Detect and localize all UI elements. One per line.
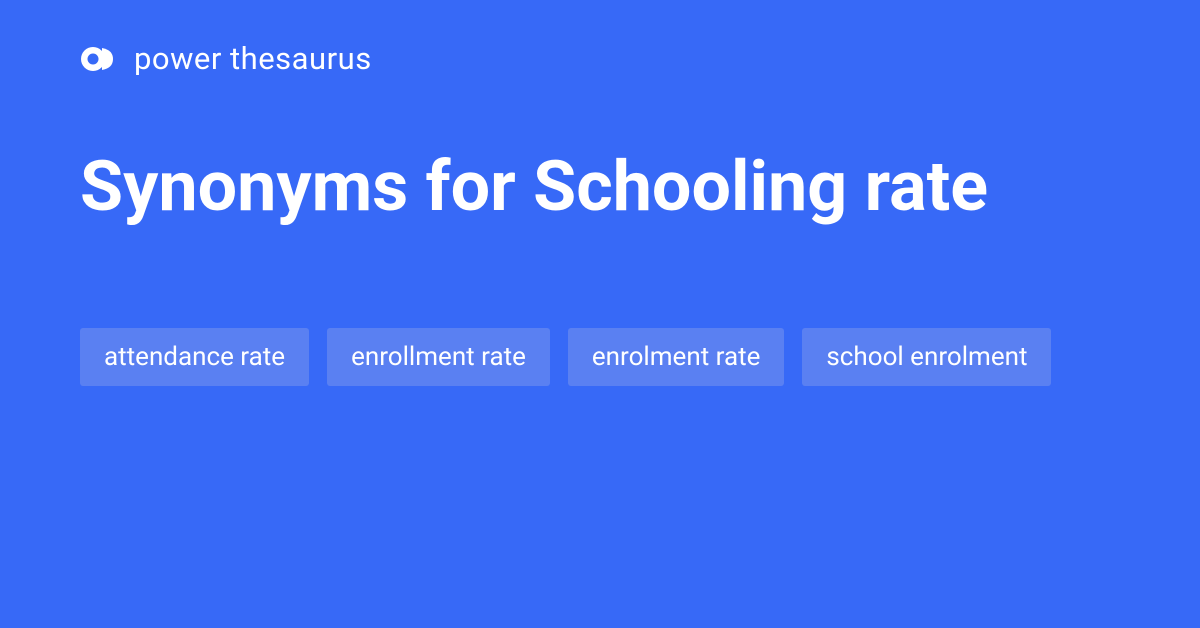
synonyms-list: attendance rate enrollment rate enrolmen… xyxy=(80,328,1120,386)
header: power thesaurus xyxy=(80,40,1120,77)
brand-name: power thesaurus xyxy=(134,40,372,77)
synonym-chip[interactable]: enrollment rate xyxy=(327,328,550,386)
page-title: Synonyms for Schooling rate xyxy=(80,147,1120,228)
brand-logo-icon xyxy=(80,41,116,77)
synonym-chip[interactable]: enrolment rate xyxy=(568,328,785,386)
synonym-chip[interactable]: school enrolment xyxy=(802,328,1051,386)
synonym-chip[interactable]: attendance rate xyxy=(80,328,309,386)
